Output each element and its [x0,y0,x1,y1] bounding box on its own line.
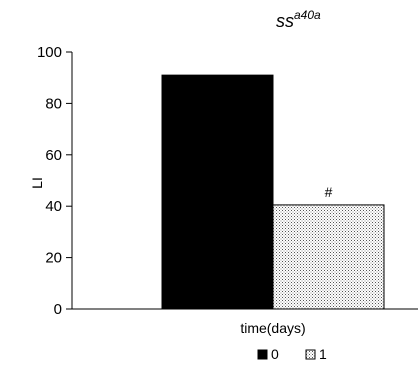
y-tick-label: 20 [45,250,62,267]
y-tick-label: 100 [37,44,62,61]
chart-title: ssa40a [276,8,321,31]
y-tick-label: 60 [45,147,62,164]
legend-label: 1 [319,346,327,362]
bars [161,74,385,310]
y-tick-label: 80 [45,95,62,112]
bar-1 [272,204,385,310]
legend-swatch-1 [305,349,316,360]
chart-title-main: ss [276,11,294,31]
y-tick-label: 40 [45,198,62,215]
legend-swatch-0 [257,349,268,360]
bar-annotations: # [325,184,333,200]
x-axis-label: time(days) [240,320,305,336]
bar-annotation: # [325,184,333,200]
chart-title-superscript: a40a [294,8,321,22]
y-axis-ticks: 0 20 40 60 80 100 [37,44,72,318]
bar-0 [161,74,274,310]
y-axis-label: LI [29,177,45,189]
y-tick-label: 0 [54,301,62,318]
legend-label: 0 [271,346,279,362]
